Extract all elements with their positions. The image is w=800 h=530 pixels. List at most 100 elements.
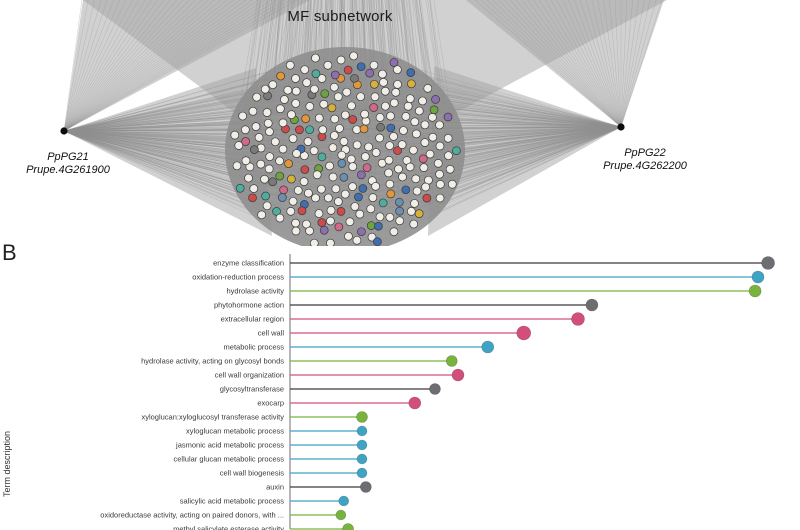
gene-node	[375, 113, 385, 122]
network-edge	[574, 0, 622, 128]
gene-node	[291, 218, 300, 228]
network-edge	[432, 116, 622, 128]
gene-node	[452, 146, 461, 156]
gene-node	[386, 123, 396, 133]
term-label: auxin	[266, 483, 284, 492]
gene-node	[418, 154, 428, 164]
network-edge	[438, 126, 622, 164]
network-edge	[544, 0, 622, 128]
lollipop-dot	[748, 284, 762, 298]
gene-node	[337, 150, 347, 160]
network-edge	[620, 0, 639, 128]
gene-node	[425, 149, 435, 159]
network-edge	[63, 0, 114, 132]
gene-node	[431, 95, 440, 104]
gene-node	[234, 141, 244, 150]
network-edge	[439, 126, 622, 147]
network-title: MF subnetwork	[287, 8, 393, 25]
network-edge	[393, 62, 622, 128]
network-edge	[63, 0, 108, 132]
gene-node	[319, 99, 329, 109]
network-edge	[450, 126, 622, 170]
gene-node	[429, 105, 439, 115]
network-edge	[456, 126, 622, 152]
gene-node	[362, 163, 372, 173]
lollipop-dot	[356, 411, 368, 423]
network-edge	[63, 130, 241, 189]
gene-node	[324, 193, 333, 203]
network-edge	[63, 130, 235, 136]
network-edge	[63, 0, 102, 132]
gene-node	[352, 140, 362, 150]
gene-node	[317, 74, 327, 83]
gene-node	[397, 140, 407, 149]
gene-node	[291, 99, 301, 108]
gene-node	[369, 60, 379, 70]
network-edge	[280, 0, 295, 77]
gene-node	[339, 137, 349, 146]
gene-node	[331, 184, 341, 194]
gene-node	[235, 183, 245, 193]
gene-node	[339, 172, 349, 182]
gene-node	[335, 124, 344, 133]
gene-node	[435, 193, 445, 203]
lollipop-dot	[335, 509, 347, 521]
network-edge	[63, 0, 146, 132]
hub-label-pppg22: PpPG22 Prupe.4G262200	[581, 147, 709, 173]
gene-node	[232, 161, 242, 171]
gene-node	[288, 134, 298, 143]
gene-node	[384, 168, 393, 178]
gene-node	[373, 237, 382, 246]
gene-node	[375, 133, 384, 143]
network-edge	[562, 0, 622, 128]
gene-node	[299, 177, 309, 186]
lollipop-dot	[342, 523, 354, 530]
network-edge	[63, 0, 178, 132]
gene-node	[407, 79, 416, 89]
gene-node	[309, 238, 319, 246]
gene-node	[329, 82, 339, 92]
gene-node	[276, 71, 285, 81]
gene-node	[447, 179, 457, 189]
network-edge	[527, 0, 622, 128]
term-label: cell wall	[258, 329, 285, 338]
gene-node	[305, 125, 314, 135]
network-edge	[432, 126, 622, 138]
term-label: glycosyltransferase	[220, 385, 284, 394]
gene-node	[278, 144, 288, 154]
network-edge	[410, 72, 622, 128]
gene-node	[291, 226, 301, 236]
gene-node	[279, 185, 288, 195]
network-edge	[63, 130, 268, 207]
gene-node	[292, 149, 301, 158]
term-label: cellular glucan metabolic process	[174, 455, 285, 464]
gene-node	[386, 111, 395, 121]
network-edge	[63, 130, 239, 146]
network-edge	[63, 126, 256, 132]
network-edge	[63, 0, 95, 132]
term-label: salicylic acid metabolic process	[180, 497, 284, 506]
gene-node	[360, 152, 370, 161]
term-label: xyloglucan:xyloglucosyl transferase acti…	[141, 413, 284, 422]
gene-node	[344, 231, 353, 241]
gene-node	[293, 186, 303, 195]
gene-node	[401, 112, 411, 121]
gene-node	[301, 114, 311, 124]
network-edge	[63, 0, 291, 132]
gene-node	[405, 162, 415, 172]
network-edge	[63, 0, 159, 132]
term-label: phytohormone action	[214, 301, 284, 310]
lollipop-dot	[360, 481, 372, 493]
network-edge	[439, 124, 622, 128]
network-edge	[452, 126, 622, 185]
gene-node	[356, 62, 366, 72]
gene-node	[391, 87, 401, 97]
network-edge	[315, 0, 323, 59]
gene-node	[348, 182, 357, 192]
go-term-lollipop-panel: enzyme classification oxidation-reduction…	[0, 240, 800, 530]
gene-node	[254, 133, 264, 142]
gene-node	[348, 115, 358, 124]
network-edge	[486, 0, 622, 128]
network-edge	[63, 0, 127, 132]
gene-node	[284, 159, 293, 169]
